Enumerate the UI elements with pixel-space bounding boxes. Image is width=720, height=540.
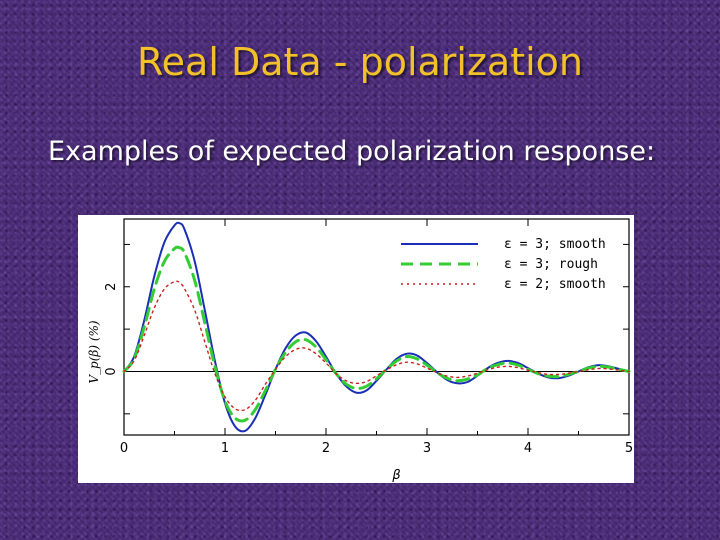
legend-label-1: ε = 3; smooth — [504, 237, 606, 252]
legend-label-3: ε = 2; smooth — [504, 277, 606, 292]
legend-label-2: ε = 3; rough — [504, 257, 598, 272]
y-tick-label: 2 — [104, 283, 119, 291]
x-tick-label: 0 — [120, 441, 128, 456]
y-axis-label: V_p(β) (%) — [87, 320, 101, 384]
series-line-1 — [123, 221, 630, 433]
y-tick-label: 0 — [104, 367, 119, 375]
x-tick-label: 4 — [524, 441, 532, 456]
x-tick-label: 5 — [625, 441, 633, 456]
polarization-chart: 0 1 2 3 4 5 0 2 ε = 3; smooth ε = 3; rough ε = 2;… — [78, 215, 634, 483]
slide-subtitle: Examples of expected polarization respon… — [48, 136, 656, 167]
x-tick-label: 1 — [221, 441, 229, 456]
x-tick-label: 3 — [423, 441, 431, 456]
x-tick-label: 2 — [322, 441, 330, 456]
slide-title: Real Data - polarization — [136, 40, 584, 84]
series-line-2 — [122, 245, 631, 423]
chart-svg: 0 1 2 3 4 5 0 2 ε = 3; smooth ε = 3; rough ε = 2;… — [87, 218, 633, 483]
x-axis-label: β — [391, 468, 400, 483]
